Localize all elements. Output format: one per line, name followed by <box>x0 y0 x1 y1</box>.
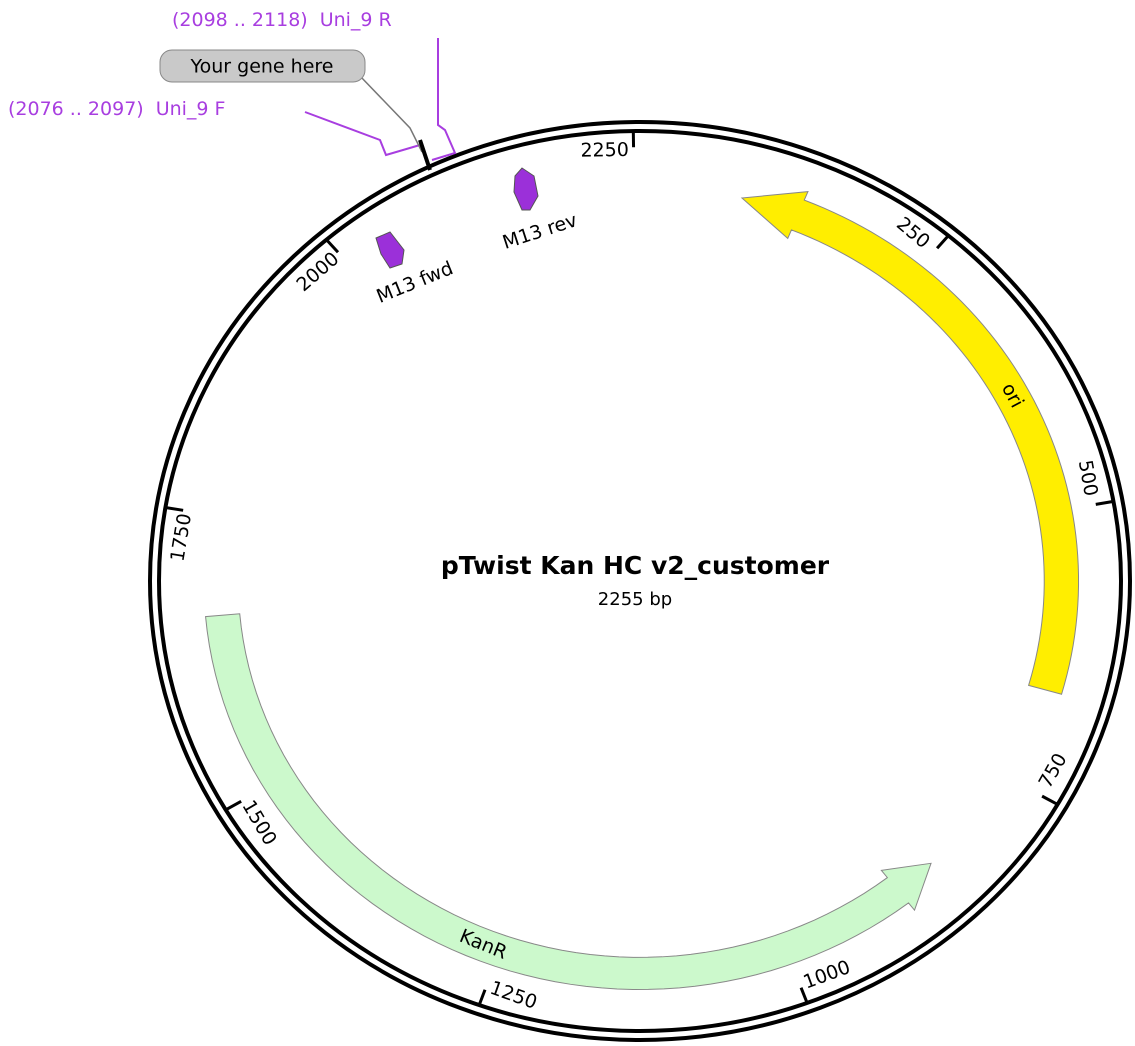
plasmid-name: pTwist Kan HC v2_customer <box>441 551 830 580</box>
tick-mark <box>935 234 950 250</box>
feature-label: M13 rev <box>500 209 580 254</box>
tick-label: 2000 <box>292 248 343 296</box>
plasmid-length: 2255 bp <box>598 589 672 610</box>
ori-arrow <box>740 191 1080 695</box>
insert-box <box>159 49 366 83</box>
tick-label: 500 <box>1074 458 1102 498</box>
primer-range: (2076 .. 2097) <box>8 98 144 120</box>
backbone <box>148 120 1132 1042</box>
outer-ring <box>148 120 1132 1042</box>
primer-label: (2076 .. 2097) Uni_9 F <box>8 98 226 120</box>
primer-range: (2098 .. 2118) <box>172 9 308 31</box>
inner-ring <box>157 129 1123 1033</box>
insert-label: Your gene here <box>190 56 334 78</box>
feature-label: M13 fwd <box>373 257 456 308</box>
primer-name: Uni_9 F <box>156 98 226 120</box>
tick-label: 1750 <box>166 512 196 563</box>
tick-mark <box>165 506 184 512</box>
insert-leader <box>359 75 423 153</box>
uni9-r-leader <box>431 38 457 161</box>
tick-mark <box>1095 499 1114 506</box>
insert-site <box>418 139 432 171</box>
primer-name: Uni_9 R <box>320 9 392 31</box>
primer-label: (2098 .. 2118) Uni_9 R <box>172 9 392 31</box>
tick-mark <box>799 987 809 1005</box>
tick-mark <box>224 800 242 812</box>
m13-fwd-arrow <box>375 231 405 269</box>
tick-mark <box>1041 794 1059 806</box>
m13-rev-arrow <box>513 167 539 211</box>
kanr-arrow <box>205 613 932 990</box>
tick-label: 750 <box>1035 750 1072 792</box>
tick-mark <box>325 238 340 254</box>
uni9-f-leader <box>304 111 421 157</box>
tick-label: 2250 <box>580 139 629 162</box>
tick-mark <box>477 989 487 1007</box>
